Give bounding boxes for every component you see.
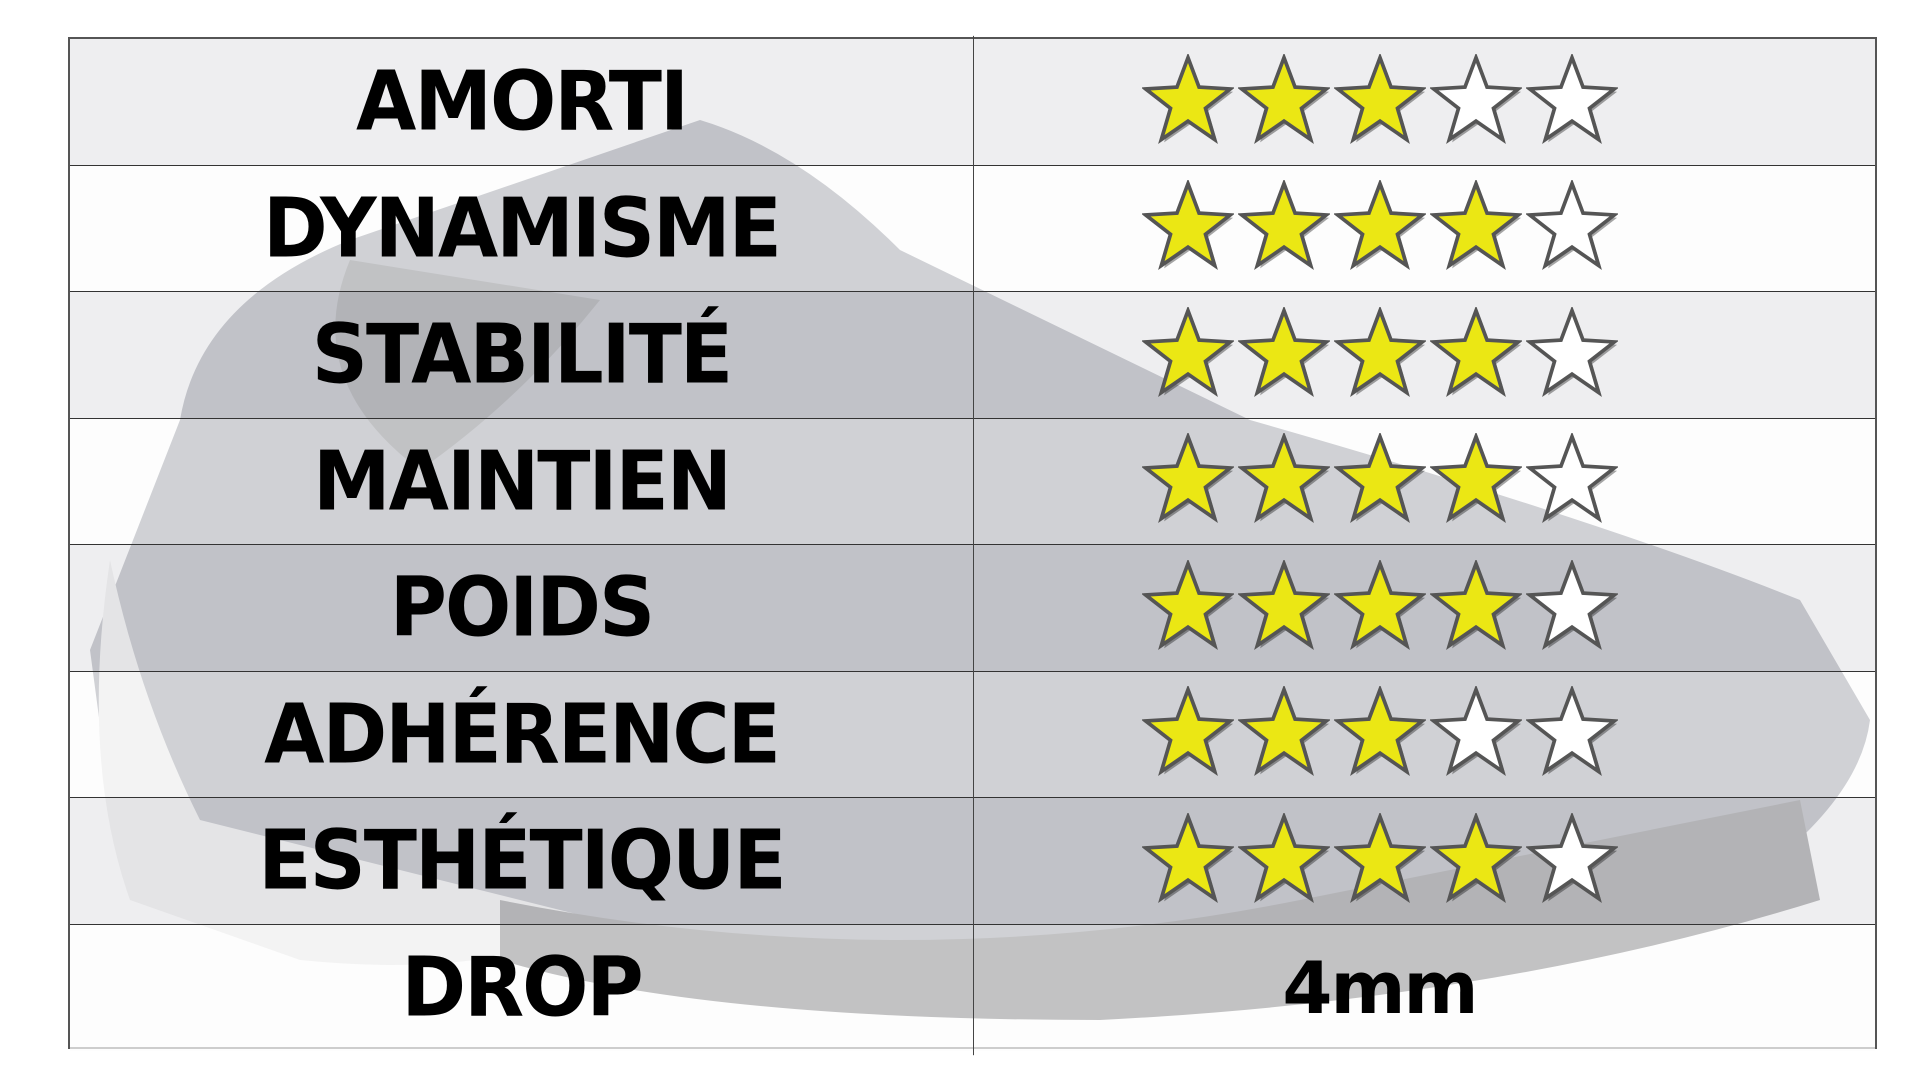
- star-filled-icon: [1236, 811, 1331, 909]
- star-filled-icon: [1332, 684, 1427, 782]
- star-filled-icon: [1428, 178, 1523, 276]
- star-filled-icon: [1140, 52, 1235, 150]
- rating-cell: [974, 672, 1875, 798]
- star-empty-icon: [1524, 52, 1619, 150]
- rating-cell: [974, 419, 1875, 545]
- star-filled-icon: [1140, 684, 1235, 782]
- star-rating: [1140, 52, 1619, 150]
- star-rating: [1140, 305, 1619, 403]
- star-filled-icon: [1140, 558, 1235, 656]
- rating-row: POIDS: [70, 541, 1875, 674]
- rating-cell: [974, 39, 1875, 165]
- star-filled-icon: [1332, 558, 1427, 656]
- star-filled-icon: [1236, 558, 1331, 656]
- drop-label: DROP: [70, 921, 974, 1055]
- star-filled-icon: [1140, 305, 1235, 403]
- rating-table: AMORTI DYNAMISME STABILITÉ MAINTIEN POIDS ADH…: [68, 35, 1877, 1055]
- rating-cell: [974, 166, 1875, 292]
- drop-value: 4mm: [1282, 945, 1478, 1030]
- star-rating: [1140, 811, 1619, 909]
- star-empty-icon: [1428, 684, 1523, 782]
- drop-row: DROP 4mm: [70, 921, 1875, 1055]
- star-filled-icon: [1236, 52, 1331, 150]
- criterion-label: STABILITÉ: [70, 288, 974, 421]
- star-filled-icon: [1332, 305, 1427, 403]
- star-empty-icon: [1524, 558, 1619, 656]
- rating-row: AMORTI: [70, 35, 1875, 168]
- star-rating: [1140, 178, 1619, 276]
- rating-cell: [974, 545, 1875, 671]
- star-empty-icon: [1428, 52, 1523, 150]
- rating-row: ESTHÉTIQUE: [70, 794, 1875, 927]
- star-filled-icon: [1428, 811, 1523, 909]
- drop-cell: 4mm: [974, 925, 1875, 1052]
- star-filled-icon: [1428, 431, 1523, 529]
- star-filled-icon: [1332, 52, 1427, 150]
- star-rating: [1140, 684, 1619, 782]
- rating-row: ADHÉRENCE: [70, 668, 1875, 801]
- star-filled-icon: [1332, 178, 1427, 276]
- rating-row: MAINTIEN: [70, 415, 1875, 548]
- star-empty-icon: [1524, 431, 1619, 529]
- star-filled-icon: [1236, 684, 1331, 782]
- criterion-label: POIDS: [70, 541, 974, 674]
- rating-cell: [974, 292, 1875, 418]
- star-filled-icon: [1236, 431, 1331, 529]
- star-filled-icon: [1140, 178, 1235, 276]
- star-filled-icon: [1236, 305, 1331, 403]
- star-filled-icon: [1332, 811, 1427, 909]
- star-empty-icon: [1524, 178, 1619, 276]
- star-rating: [1140, 558, 1619, 656]
- star-rating: [1140, 431, 1619, 529]
- rating-row: STABILITÉ: [70, 288, 1875, 421]
- rating-cell: [974, 798, 1875, 924]
- star-filled-icon: [1236, 178, 1331, 276]
- criterion-label: ADHÉRENCE: [70, 668, 974, 801]
- star-empty-icon: [1524, 684, 1619, 782]
- criterion-label: MAINTIEN: [70, 415, 974, 548]
- star-filled-icon: [1140, 431, 1235, 529]
- star-filled-icon: [1428, 558, 1523, 656]
- star-empty-icon: [1524, 305, 1619, 403]
- criterion-label: DYNAMISME: [70, 162, 974, 295]
- rating-row: DYNAMISME: [70, 162, 1875, 295]
- star-filled-icon: [1428, 305, 1523, 403]
- star-empty-icon: [1524, 811, 1619, 909]
- criterion-label: AMORTI: [70, 35, 974, 168]
- criterion-label: ESTHÉTIQUE: [70, 794, 974, 927]
- star-filled-icon: [1332, 431, 1427, 529]
- star-filled-icon: [1140, 811, 1235, 909]
